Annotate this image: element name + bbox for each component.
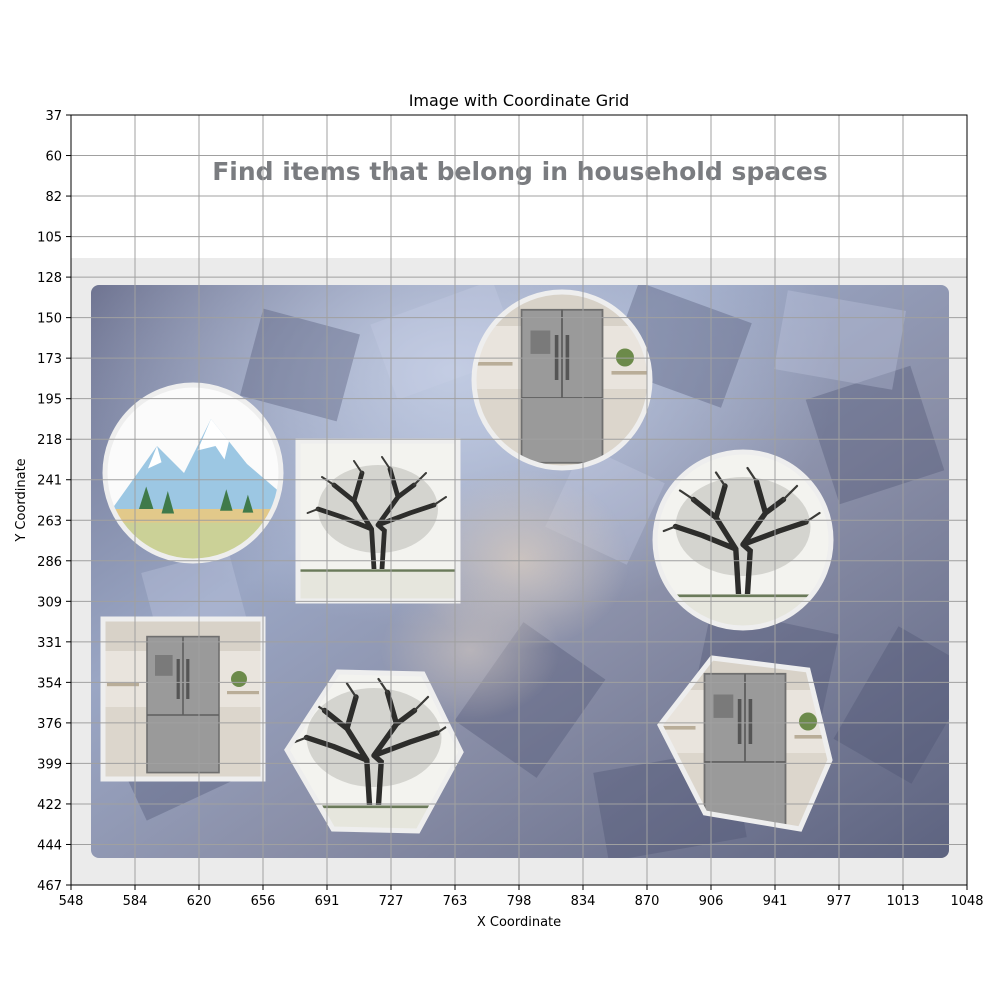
x-tick-label: 691 <box>315 894 340 909</box>
y-tick-label: 354 <box>37 676 62 691</box>
y-tick-label: 195 <box>37 393 62 408</box>
y-tick-label: 263 <box>37 514 62 529</box>
y-tick-label: 376 <box>37 717 62 732</box>
x-tick-label: 584 <box>123 894 148 909</box>
y-axis-label: Y Coordinate <box>14 458 29 542</box>
y-tick-label: 309 <box>37 595 62 610</box>
x-tick-label: 763 <box>443 894 468 909</box>
y-tick-label: 150 <box>37 312 62 327</box>
x-tick-label: 941 <box>763 894 788 909</box>
y-tick-label: 128 <box>37 271 62 286</box>
x-tick-label: 834 <box>571 894 596 909</box>
captcha-tile-tree-square[interactable] <box>295 438 461 604</box>
captcha-heading: Find items that belong in household spac… <box>212 157 828 186</box>
x-tick-label: 620 <box>187 894 212 909</box>
y-tick-label: 444 <box>37 838 62 853</box>
y-tick-label: 241 <box>37 474 62 489</box>
x-axis-label: X Coordinate <box>477 915 561 930</box>
x-tick-label: 870 <box>635 894 660 909</box>
x-tick-label: 977 <box>827 894 852 909</box>
y-tick-label: 37 <box>45 109 62 124</box>
y-tick-label: 399 <box>37 757 62 772</box>
y-tick-label: 82 <box>45 190 62 205</box>
x-tick-label: 906 <box>699 894 724 909</box>
captcha-tile-tree-circle[interactable] <box>652 449 834 631</box>
captcha-tile-fridge-square[interactable] <box>100 616 266 782</box>
x-tick-label: 727 <box>379 894 404 909</box>
y-tick-label: 218 <box>37 433 62 448</box>
captcha-tile-mountain[interactable] <box>102 382 284 564</box>
x-tick-label: 1048 <box>950 894 983 909</box>
x-tick-label: 656 <box>251 894 276 909</box>
x-axis: 548 584 620 656 691 727 763 798 834 870 906 941 977 1… <box>59 885 984 909</box>
captcha-tile-fridge-hexagon[interactable] <box>655 654 835 834</box>
y-tick-label: 60 <box>45 150 62 165</box>
y-tick-label: 467 <box>37 879 62 894</box>
captcha-tile-fridge-circle[interactable] <box>471 289 653 471</box>
figure-title: Image with Coordinate Grid <box>409 91 630 110</box>
x-tick-label: 548 <box>59 894 84 909</box>
y-tick-label: 422 <box>37 798 62 813</box>
x-tick-label: 1013 <box>886 894 919 909</box>
y-axis: 37 60 82 105 128 150 173 195 218 241 263 286 309 331 3… <box>37 109 71 894</box>
y-tick-label: 331 <box>37 636 62 651</box>
y-tick-label: 173 <box>37 352 62 367</box>
y-tick-label: 286 <box>37 555 62 570</box>
y-tick-label: 105 <box>37 231 62 246</box>
captcha-panel: Find items that belong in household spac… <box>71 157 967 885</box>
captcha-tile-tree-hexagon[interactable] <box>284 661 464 841</box>
plot-area: Find items that belong in household spac… <box>70 114 968 886</box>
x-tick-label: 798 <box>507 894 532 909</box>
